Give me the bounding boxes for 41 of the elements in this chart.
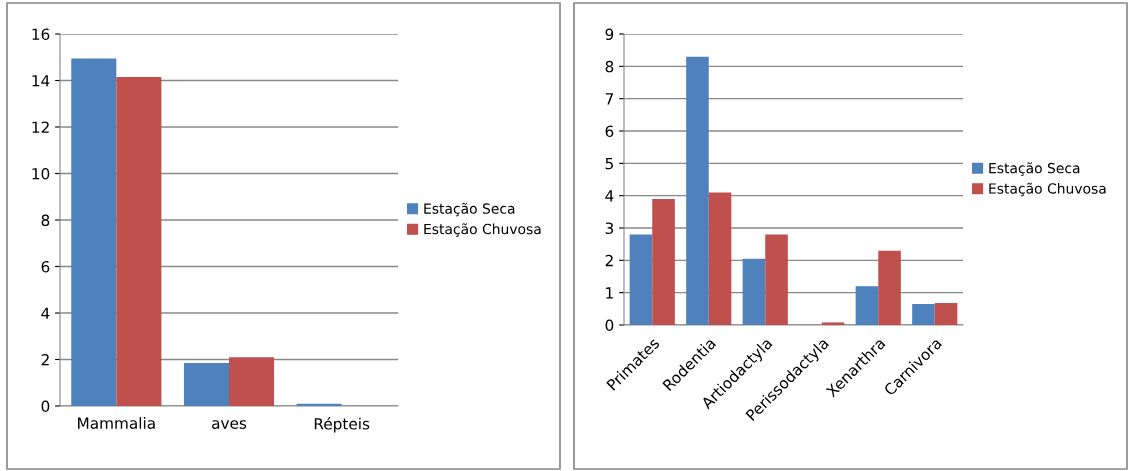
bar — [183, 362, 229, 406]
legend-label: Estação Chuvosa — [989, 182, 1106, 197]
y-tick-label: 4 — [41, 307, 50, 319]
y-tick-label: 2 — [605, 254, 613, 267]
x-tick-label: aves — [212, 420, 247, 429]
bar — [708, 192, 732, 325]
y-tick-label: 7 — [605, 93, 613, 105]
y-tick-label: 0 — [41, 400, 50, 413]
y-tick-label: 12 — [32, 121, 49, 133]
bar — [855, 286, 879, 325]
bar — [912, 303, 935, 325]
bar — [934, 303, 958, 325]
y-tick-label: 4 — [605, 190, 614, 202]
y-tick-label: 3 — [605, 222, 614, 235]
legend-label: Estação Chuvosa — [424, 223, 541, 237]
bar — [629, 234, 653, 325]
legend-label: Estação Seca — [989, 162, 1080, 176]
bar — [821, 322, 845, 325]
y-tick-label: 14 — [32, 75, 50, 87]
y-tick-label: 9 — [605, 28, 614, 41]
y-tick-label: 2 — [41, 353, 49, 366]
bar — [652, 198, 675, 325]
x-tick-label: Répteis — [314, 417, 370, 433]
bar — [116, 77, 162, 406]
y-tick-label: 5 — [605, 158, 613, 170]
bar — [71, 58, 117, 406]
bar — [878, 250, 901, 325]
y-tick-label: 0 — [605, 319, 614, 332]
bar — [742, 258, 766, 325]
y-tick-label: 1 — [606, 287, 613, 299]
y-tick-label: 6 — [41, 260, 50, 273]
y-tick-label: 8 — [605, 60, 614, 73]
x-tick-label: Mammalia — [78, 417, 155, 429]
y-tick-label: 8 — [41, 214, 50, 227]
y-tick-label: 6 — [605, 125, 614, 138]
y-tick-label: 16 — [32, 28, 50, 41]
bar — [686, 56, 709, 325]
bar — [229, 357, 275, 406]
bar — [765, 234, 788, 325]
legend-label: Estação Seca — [424, 202, 515, 217]
y-tick-label: 10 — [32, 167, 50, 180]
